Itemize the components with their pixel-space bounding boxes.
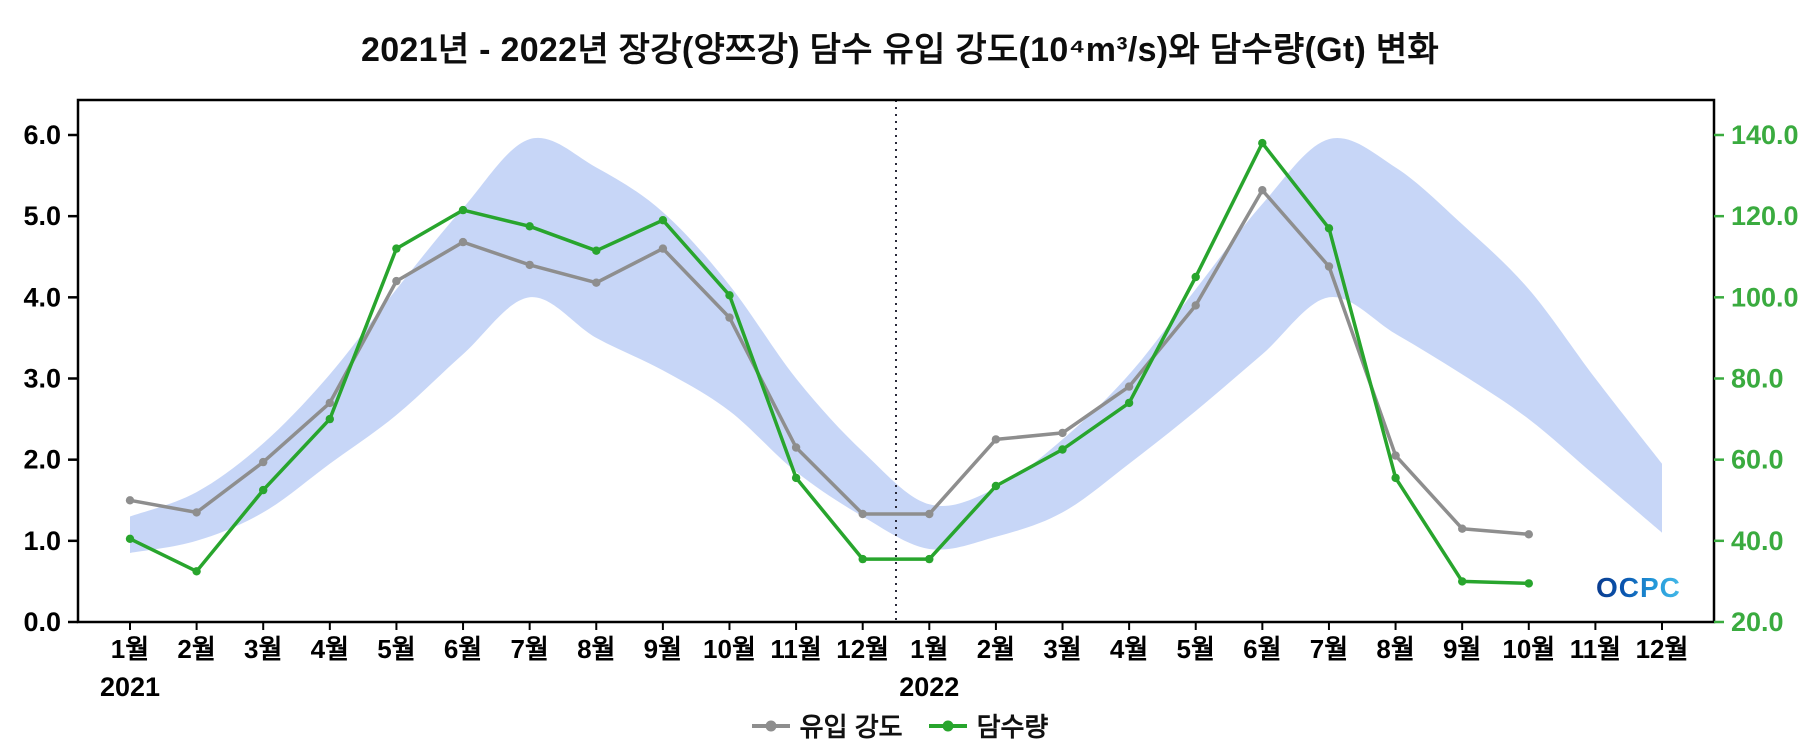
series-marker-freshwater-volume <box>1058 445 1067 454</box>
series-marker-freshwater-volume <box>991 481 1001 491</box>
left-axis-tick-label: 2.0 <box>23 445 61 475</box>
inflow-line-swatch-icon <box>751 723 790 728</box>
plot-border <box>76 98 1716 624</box>
series-marker-freshwater-volume <box>925 554 934 564</box>
x-axis-tick-label: 6월 <box>1243 634 1281 664</box>
right-axis-tick-label: 100.0 <box>1731 282 1799 312</box>
x-axis-tick-label: 5월 <box>377 634 415 664</box>
left-axis-tick-label: 5.0 <box>23 201 61 231</box>
year-label: 2022 <box>899 672 959 702</box>
series-marker-inflow-intensity <box>925 509 934 519</box>
legend-label-inflow: 유입 강도 <box>799 712 903 742</box>
series-marker-inflow-intensity <box>725 313 734 322</box>
x-axis-tick-label: 9월 <box>1443 634 1481 664</box>
series-marker-inflow-intensity <box>791 443 801 452</box>
x-axis-tick-label: 3월 <box>1043 634 1081 664</box>
series-marker-inflow-intensity <box>991 435 1001 444</box>
x-axis-tick-label: 7월 <box>510 634 548 664</box>
x-axis-tick-label: 5월 <box>1177 634 1215 664</box>
legend-label-volume: 담수량 <box>976 712 1049 742</box>
series-marker-freshwater-volume <box>725 291 734 300</box>
left-axis-tick-label: 3.0 <box>23 364 61 394</box>
right-axis-tick-label: 140.0 <box>1731 120 1799 150</box>
x-axis-tick-label: 1월 <box>910 634 948 664</box>
series-marker-inflow-intensity <box>1191 301 1200 310</box>
left-axis-tick-label: 1.0 <box>23 526 61 556</box>
legend-item-inflow: 유입 강도 <box>751 707 903 744</box>
x-axis-tick-label: 11월 <box>770 634 821 664</box>
x-axis-tick-label: 8월 <box>577 634 615 664</box>
series-marker-inflow-intensity <box>458 237 468 247</box>
series-marker-freshwater-volume <box>858 554 867 564</box>
series-marker-inflow-intensity <box>259 457 268 467</box>
series-marker-inflow-intensity <box>1324 262 1334 271</box>
series-marker-inflow-intensity <box>1458 524 1467 533</box>
series-marker-inflow-intensity <box>125 496 135 505</box>
series-marker-inflow-intensity <box>325 398 334 408</box>
volume-line-swatch-icon <box>928 723 967 728</box>
series-marker-freshwater-volume <box>592 246 601 255</box>
series-marker-freshwater-volume <box>1458 577 1467 586</box>
series-marker-freshwater-volume <box>791 473 801 483</box>
climatology-band <box>130 137 1662 554</box>
series-marker-inflow-intensity <box>858 509 867 519</box>
series-marker-inflow-intensity <box>1124 382 1134 391</box>
right-axis-tick-label: 20.0 <box>1731 607 1784 637</box>
right-axis-tick-label: 60.0 <box>1731 445 1784 475</box>
series-marker-freshwater-volume <box>1191 272 1200 282</box>
series-marker-inflow-intensity <box>1391 451 1400 460</box>
series-marker-freshwater-volume <box>392 244 401 253</box>
x-axis-tick-label: 4월 <box>311 634 349 664</box>
series-marker-inflow-intensity <box>392 276 401 286</box>
series-marker-inflow-intensity <box>1258 186 1267 195</box>
x-axis-tick-label: 12월 <box>836 634 889 664</box>
chart-title: 2021년 - 2022년 장강(양쯔강) 담수 유입 강도(10⁴m³/s)와… <box>360 31 1440 69</box>
series-marker-inflow-intensity <box>592 278 601 287</box>
series-marker-freshwater-volume <box>125 534 135 543</box>
x-axis-tick-label: 10월 <box>703 634 756 664</box>
x-axis-tick-label: 3월 <box>244 634 282 664</box>
x-axis-tick-label: 9월 <box>644 634 682 664</box>
series-marker-inflow-intensity <box>1524 530 1534 539</box>
series-marker-freshwater-volume <box>1124 398 1134 408</box>
series-marker-freshwater-volume <box>1324 224 1334 233</box>
left-axis-tick-label: 6.0 <box>23 120 61 150</box>
series-marker-freshwater-volume <box>525 222 534 231</box>
legend: 유입 강도 담수량 <box>0 707 1800 744</box>
x-axis-tick-label: 1월 <box>111 634 149 664</box>
x-axis-tick-label: 6월 <box>444 634 482 664</box>
series-line-freshwater-volume <box>128 141 1531 586</box>
series-marker-freshwater-volume <box>325 414 334 424</box>
left-axis-tick-label: 0.0 <box>23 607 61 637</box>
series-marker-freshwater-volume <box>192 567 201 576</box>
series-marker-freshwater-volume <box>658 216 668 225</box>
series-marker-freshwater-volume <box>1524 579 1534 588</box>
x-axis-tick-label: 2월 <box>177 634 215 664</box>
series-marker-freshwater-volume <box>259 485 268 495</box>
legend-item-volume: 담수량 <box>928 707 1049 744</box>
series-marker-freshwater-volume <box>1258 138 1267 148</box>
series-marker-inflow-intensity <box>192 508 201 517</box>
x-axis-tick-label: 2월 <box>977 634 1015 664</box>
x-axis-tick-label: 4월 <box>1110 634 1148 664</box>
x-axis-tick-label: 10월 <box>1502 634 1555 664</box>
year-label: 2021 <box>100 672 160 702</box>
series-marker-freshwater-volume <box>458 205 468 215</box>
left-axis-tick-label: 4.0 <box>23 282 61 312</box>
x-axis-tick-label: 7월 <box>1310 634 1348 664</box>
series-marker-inflow-intensity <box>1058 428 1067 438</box>
right-axis-tick-label: 40.0 <box>1731 526 1784 556</box>
ocpc-logo: OCPC <box>1596 572 1681 603</box>
series-marker-freshwater-volume <box>1391 473 1400 483</box>
x-axis-tick-label: 12월 <box>1636 634 1689 664</box>
right-axis-tick-label: 80.0 <box>1731 364 1784 394</box>
right-axis-tick-label: 120.0 <box>1731 201 1799 231</box>
series-line-inflow-intensity <box>128 188 1531 537</box>
series-marker-inflow-intensity <box>525 260 534 270</box>
x-axis-tick-label: 8월 <box>1376 634 1414 664</box>
x-axis-tick-label: 11월 <box>1570 634 1621 664</box>
series-marker-inflow-intensity <box>658 244 668 253</box>
